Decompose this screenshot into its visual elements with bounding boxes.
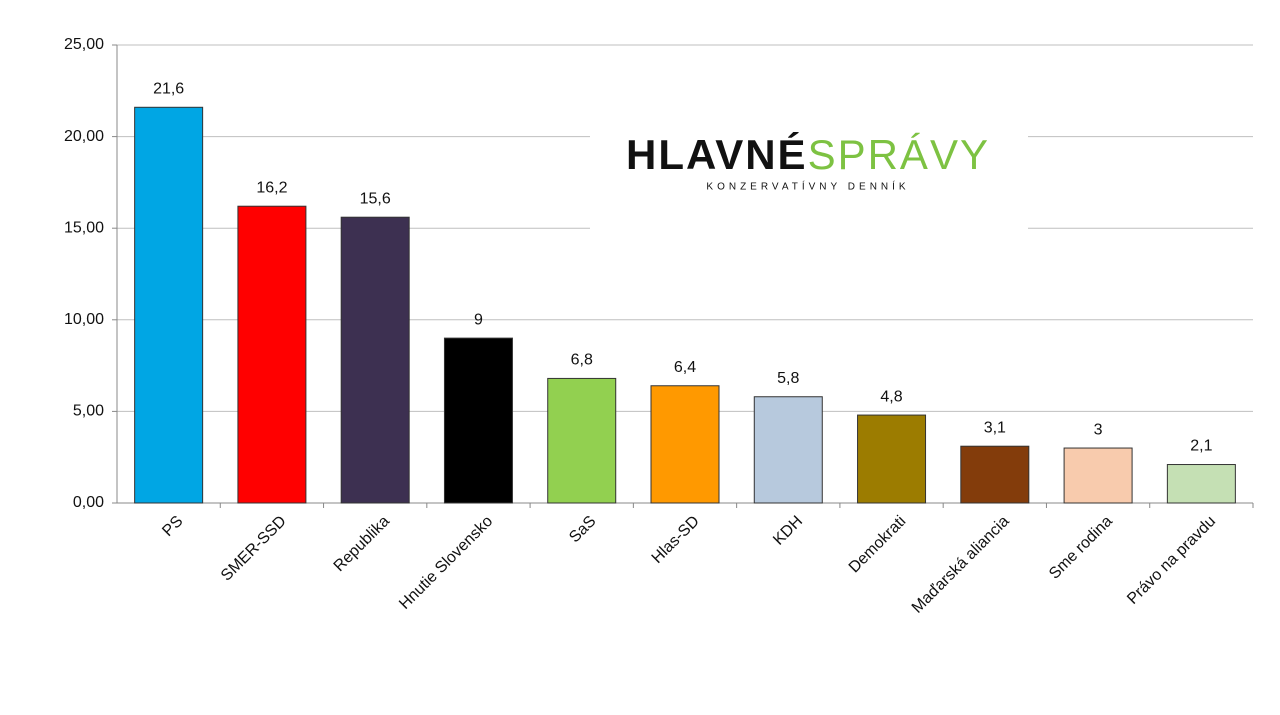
- bar: [1166, 464, 1236, 504]
- value-label: 9: [474, 311, 483, 328]
- value-label: 6,8: [571, 352, 593, 369]
- value-label: 6,4: [674, 359, 696, 376]
- bar: [340, 216, 410, 504]
- bar: [1063, 447, 1133, 504]
- bar: [753, 396, 823, 504]
- x-tick-label: Republika: [331, 513, 393, 575]
- x-tick-label: Hnutie Slovensko: [396, 513, 496, 613]
- bar: [650, 385, 720, 504]
- x-tick-label: Demokrati: [846, 513, 910, 577]
- x-tick-label: Maďarská aliancia: [909, 513, 1013, 617]
- bar: [134, 106, 204, 504]
- y-tick-label: 10,00: [64, 311, 104, 328]
- logo-name-dark: HLAVNÉ: [626, 131, 808, 178]
- y-tick-label: 5,00: [73, 403, 104, 420]
- value-label: 21,6: [153, 81, 184, 98]
- y-tick-label: 15,00: [64, 219, 104, 236]
- x-tick-label: KDH: [770, 513, 806, 549]
- bar: [547, 377, 617, 504]
- logo-name-green: SPRÁVY: [808, 131, 990, 178]
- bar: [857, 414, 927, 504]
- y-tick-label: 25,00: [64, 36, 104, 53]
- logo-box: [590, 75, 1028, 245]
- value-label: 3,1: [984, 419, 1006, 436]
- bar: [237, 205, 307, 504]
- bar: [960, 445, 1030, 504]
- x-tick-label: SaS: [566, 513, 599, 546]
- y-tick-label: 0,00: [73, 494, 104, 511]
- x-tick-label: Právo na pravdu: [1124, 513, 1219, 608]
- x-tick-label: SMER-SSD: [218, 513, 290, 585]
- value-label: 15,6: [360, 190, 391, 207]
- value-label: 4,8: [880, 388, 902, 405]
- logo-name: HLAVNÉSPRÁVY: [626, 131, 990, 178]
- y-tick-label: 20,00: [64, 128, 104, 145]
- value-label: 16,2: [256, 179, 287, 196]
- value-label: 5,8: [777, 370, 799, 387]
- logo-tagline: KONZERVATÍVNY DENNÍK: [706, 180, 909, 193]
- x-tick-label: Hlas-SD: [649, 513, 703, 567]
- value-label: 2,1: [1190, 438, 1212, 455]
- bar: [443, 337, 513, 504]
- x-tick-label: PS: [159, 513, 186, 540]
- x-tick-label: Sme rodina: [1046, 513, 1116, 583]
- value-label: 3: [1094, 421, 1103, 438]
